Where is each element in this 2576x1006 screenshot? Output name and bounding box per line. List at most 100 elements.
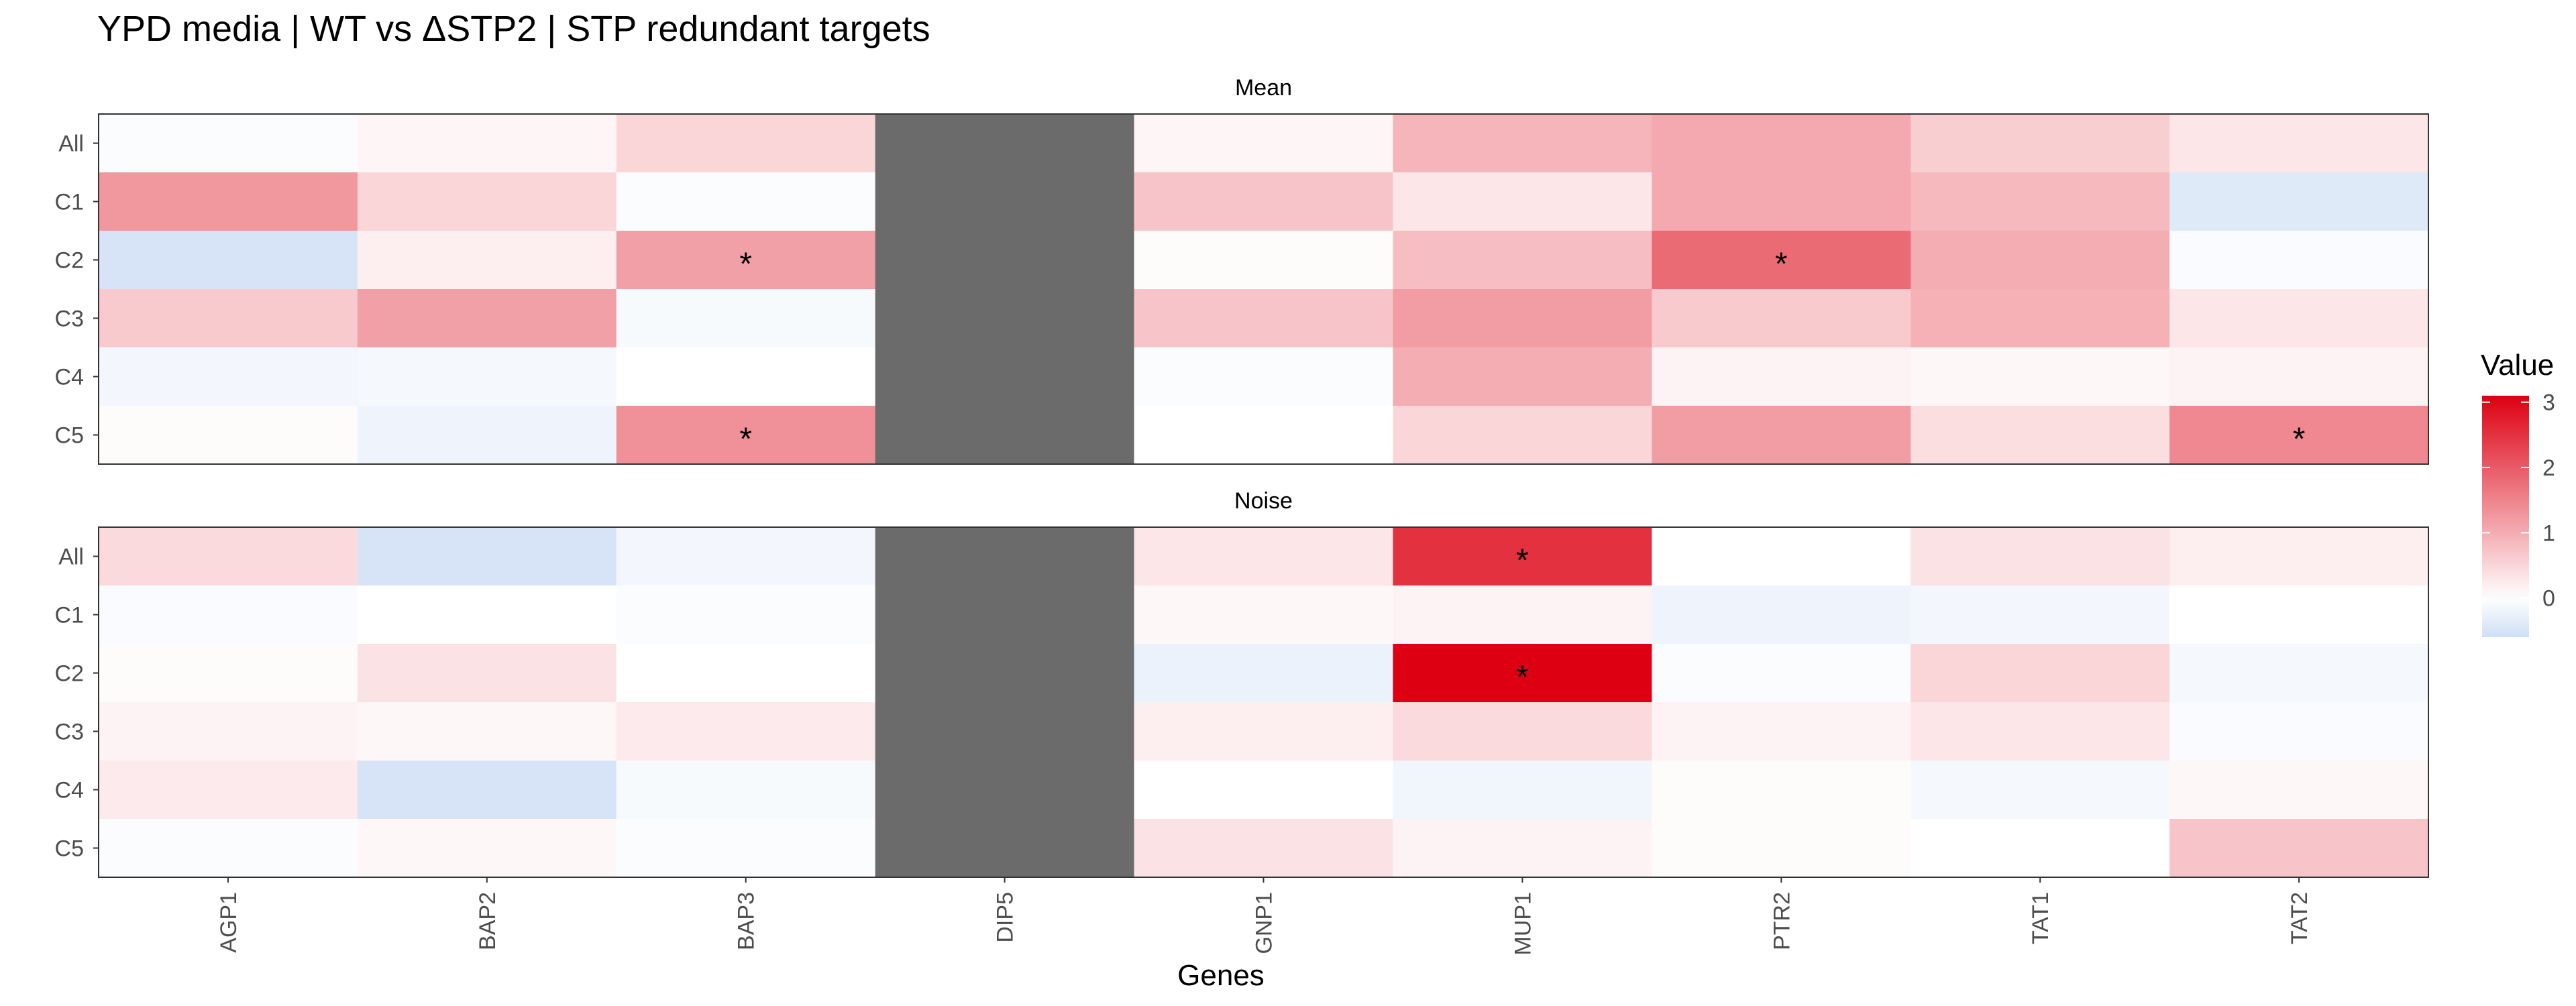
significance-marker: * — [2293, 422, 2306, 457]
heatmap-cell — [1652, 527, 1911, 586]
y-tick-label: C5 — [55, 423, 84, 449]
heatmap-cell — [616, 231, 876, 290]
heatmap-cell — [616, 585, 876, 645]
heatmap-cell — [1652, 289, 1911, 348]
heatmap-cell — [2169, 231, 2429, 290]
heatmap-cell — [1393, 347, 1652, 406]
legend-tick-label: 1 — [2542, 520, 2555, 546]
heatmap-cell — [357, 114, 617, 173]
heatmap-cell — [1134, 644, 1394, 703]
x-tick-label: BAP3 — [734, 892, 759, 950]
heatmap-cell — [875, 585, 1135, 645]
heatmap-cell — [1134, 819, 1394, 878]
significance-marker: * — [739, 422, 752, 457]
heatmap-cell — [1652, 172, 1911, 231]
heatmap-cell — [1393, 231, 1652, 290]
legend-title: Value — [2481, 349, 2555, 382]
significance-marker: * — [739, 247, 752, 282]
panel-title-noise: Noise — [1234, 488, 1293, 514]
heatmap-cell — [357, 585, 617, 645]
heatmap-cell — [1393, 527, 1652, 586]
heatmap-cell — [2169, 114, 2429, 173]
heatmap-cell — [616, 702, 876, 761]
heatmap-cell — [1393, 289, 1652, 348]
heatmap-cell — [357, 644, 617, 703]
heatmap-cell — [875, 347, 1135, 406]
heatmap-cell — [1911, 289, 2170, 348]
heatmap-cell — [1652, 761, 1911, 820]
heatmap-cell — [1652, 702, 1911, 761]
x-tick-label: PTR2 — [1769, 892, 1794, 950]
heatmap-cell — [99, 289, 358, 348]
heatmap-cell — [1134, 406, 1394, 465]
heatmap-cell — [2169, 527, 2429, 586]
heatmap-cell — [1393, 819, 1652, 878]
heatmap-cell — [1911, 347, 2170, 406]
heatmap-cell — [1134, 289, 1394, 348]
heatmap-cell — [357, 527, 617, 586]
heatmap-cell — [2169, 819, 2429, 878]
heatmap-cell — [1393, 114, 1652, 173]
heatmap-cell — [875, 819, 1135, 878]
heatmap-cell — [2169, 585, 2429, 645]
heatmap-cell — [2169, 644, 2429, 703]
x-axis-label: Genes — [1177, 959, 1265, 992]
heatmap-cell — [1652, 347, 1911, 406]
y-tick-label: C4 — [55, 778, 84, 803]
heatmap-cell — [1911, 172, 2170, 231]
heatmap-cell — [1134, 347, 1394, 406]
significance-marker: * — [1516, 660, 1529, 695]
heatmap-cell — [99, 819, 358, 878]
x-tick-label: TAT2 — [2287, 892, 2312, 944]
heatmap-cell — [1134, 172, 1394, 231]
y-tick-label: C3 — [55, 720, 84, 745]
significance-marker: * — [1775, 247, 1788, 282]
heatmap-cell — [1911, 819, 2170, 878]
y-tick-label: C3 — [55, 306, 84, 332]
y-tick-label: C5 — [55, 836, 84, 862]
y-tick-label: All — [58, 545, 84, 570]
significance-marker: * — [1516, 543, 1529, 579]
heatmap-cell — [99, 406, 358, 465]
heatmap-cell — [99, 585, 358, 645]
heatmap-cell — [357, 172, 617, 231]
heatmap-cell — [1393, 702, 1652, 761]
heatmap-cell — [99, 231, 358, 290]
heatmap-cell — [1134, 585, 1394, 645]
heatmap-cell — [875, 172, 1135, 231]
heatmap-cell — [1911, 585, 2170, 645]
heatmap-cell — [1652, 114, 1911, 173]
y-tick-label: C1 — [55, 603, 84, 628]
x-tick-label: MUP1 — [1510, 892, 1536, 955]
heatmap-cell — [99, 702, 358, 761]
heatmap-cell — [1134, 527, 1394, 586]
heatmap-cell — [616, 644, 876, 703]
heatmap-cell — [875, 702, 1135, 761]
heatmap-cell — [357, 406, 617, 465]
heatmap-cell — [1393, 172, 1652, 231]
heatmap-cell — [616, 761, 876, 820]
heatmap-cell — [1911, 644, 2170, 703]
y-tick-label: C1 — [55, 190, 84, 215]
heatmap-cell — [875, 289, 1135, 348]
heatmap-cell — [1652, 819, 1911, 878]
y-tick-label: All — [58, 131, 84, 157]
heatmap-cell — [99, 527, 358, 586]
heatmap-cell — [616, 172, 876, 231]
heatmap-cell — [616, 289, 876, 348]
legend-tick-label: 0 — [2542, 586, 2555, 612]
heatmap-cell — [1134, 114, 1394, 173]
heatmap-cell — [1652, 406, 1911, 465]
heatmap-cell — [357, 761, 617, 820]
heatmap-cell — [1134, 761, 1394, 820]
heatmap-cell — [99, 347, 358, 406]
heatmap-cell — [1911, 406, 2170, 465]
heatmap-cell — [1911, 761, 2170, 820]
heatmap-cell — [1652, 231, 1911, 290]
heatmap-cell — [357, 289, 617, 348]
heatmap-cell — [1134, 231, 1394, 290]
heatmap-cell — [1652, 644, 1911, 703]
heatmap-cell — [1393, 585, 1652, 645]
heatmap-cell — [2169, 172, 2429, 231]
heatmap-cell — [875, 644, 1135, 703]
